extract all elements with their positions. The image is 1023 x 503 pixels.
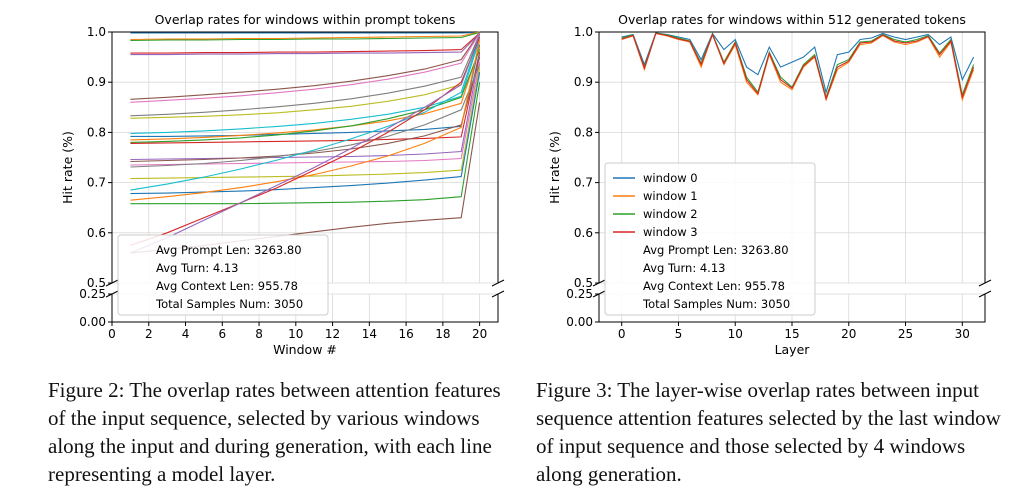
legend-series-label: window 2 bbox=[643, 207, 698, 221]
series-line-8 bbox=[130, 36, 481, 119]
y-tick-label: 0.7 bbox=[87, 176, 106, 190]
main-axes-frame bbox=[111, 31, 499, 283]
series-line-21 bbox=[130, 39, 481, 201]
chart-right: 0 5 10 15 20 25 30 0.00 0.250.5 0.6 0.7 0.8 0.9 1.0 Ov… bbox=[547, 12, 992, 357]
series-line-24 bbox=[130, 34, 481, 254]
series-line-1 bbox=[621, 32, 975, 102]
x-tick-label: 15 bbox=[784, 327, 799, 341]
x-tick-label: 16 bbox=[398, 327, 413, 341]
y-tick-label: 0.8 bbox=[87, 125, 106, 139]
figure-3-caption: Figure 3: The layer-wise overlap rates b… bbox=[536, 378, 1001, 486]
series-line-7 bbox=[130, 33, 481, 117]
figure-2-caption: Figure 2: The overlap rates between atte… bbox=[48, 378, 501, 486]
y-tick-label: 0.00 bbox=[79, 315, 106, 329]
series-line-19 bbox=[130, 36, 481, 191]
y-tick-label: 0.25 bbox=[566, 287, 593, 301]
x-tick-label: 6 bbox=[218, 327, 226, 341]
legend-stat-text: Avg Turn: 4.13 bbox=[643, 261, 725, 275]
axis-break-mark bbox=[491, 279, 505, 287]
x-tick-label: 18 bbox=[435, 327, 450, 341]
x-tick-label: 20 bbox=[472, 327, 487, 341]
x-tick-label: 14 bbox=[362, 327, 377, 341]
legend-box bbox=[604, 162, 816, 316]
series-line-10 bbox=[130, 44, 481, 137]
y-tick-label: 0.6 bbox=[87, 226, 106, 240]
series-line-1 bbox=[130, 31, 480, 41]
x-axis-label: Layer bbox=[775, 342, 811, 357]
x-tick-label: 4 bbox=[182, 327, 190, 341]
series-line-2 bbox=[621, 32, 975, 100]
x-tick-label: 5 bbox=[675, 327, 683, 341]
x-tick-label: 0 bbox=[618, 327, 626, 341]
legend-stat-text: Avg Prompt Len: 3263.80 bbox=[643, 243, 789, 257]
y-tick-label: 0.6 bbox=[574, 226, 593, 240]
series-line-0 bbox=[130, 31, 480, 34]
legend-stat-text: Total Samples Num: 3050 bbox=[155, 297, 303, 311]
y-tick-label: 0.9 bbox=[574, 75, 593, 89]
series-line-17 bbox=[130, 64, 481, 168]
legend-series-label: window 0 bbox=[643, 171, 698, 185]
x-tick-label: 20 bbox=[841, 327, 856, 341]
y-axis-label: Hit rate (%) bbox=[60, 131, 75, 204]
legend-stat-text: Avg Context Len: 955.78 bbox=[643, 279, 785, 293]
x-tick-label: 10 bbox=[288, 327, 303, 341]
y-tick-label: 1.0 bbox=[574, 25, 593, 39]
x-axis-label: Window # bbox=[273, 342, 337, 357]
series-line-5 bbox=[130, 32, 481, 100]
chart-left: 0 2 4 6 8 10 12 14 16 18 20 0.00 0.250.5 0.6 0.7 0.8 0.9… bbox=[60, 12, 505, 357]
series-line-22 bbox=[130, 82, 481, 205]
series-line-11 bbox=[130, 46, 481, 141]
x-tick-label: 0 bbox=[108, 327, 116, 341]
x-tick-label: 2 bbox=[145, 327, 153, 341]
y-tick-label: 0.5 bbox=[574, 276, 593, 290]
main-axes-frame bbox=[598, 31, 986, 283]
series-line-6 bbox=[130, 32, 481, 103]
y-tick-label: 0.00 bbox=[566, 315, 593, 329]
y-axis-label: Hit rate (%) bbox=[547, 131, 562, 204]
y-tick-label: 0.8 bbox=[574, 125, 593, 139]
axis-break-mark bbox=[978, 290, 992, 298]
y-tick-label: 0.5 bbox=[87, 276, 106, 290]
series-line-23 bbox=[130, 36, 481, 246]
lower-axes-frame bbox=[111, 294, 499, 323]
x-tick-label: 12 bbox=[325, 327, 340, 341]
y-tick-label: 0.9 bbox=[87, 75, 106, 89]
legend-box bbox=[117, 234, 329, 316]
series-line-3 bbox=[130, 32, 480, 54]
legend-stat-text: Avg Prompt Len: 3263.80 bbox=[156, 243, 302, 257]
series-line-14 bbox=[130, 54, 481, 161]
series-line-4 bbox=[130, 33, 480, 56]
series-line-9 bbox=[130, 39, 481, 134]
y-tick-label: 1.0 bbox=[87, 25, 106, 39]
axis-break-mark bbox=[978, 279, 992, 287]
axis-break-mark bbox=[491, 290, 505, 298]
legend-stat-text: Avg Context Len: 955.78 bbox=[156, 279, 298, 293]
series-line-3 bbox=[621, 32, 975, 101]
series-line-15 bbox=[130, 56, 481, 163]
x-tick-label: 10 bbox=[728, 327, 743, 341]
y-tick-label: 0.7 bbox=[574, 176, 593, 190]
legend-series-label: window 1 bbox=[643, 189, 698, 203]
series-line-18 bbox=[130, 67, 481, 180]
x-tick-label: 30 bbox=[955, 327, 970, 341]
series-line-2 bbox=[130, 31, 480, 42]
series-line-20 bbox=[130, 72, 481, 195]
y-tick-label: 0.25 bbox=[79, 287, 106, 301]
legend-stat-text: Total Samples Num: 3050 bbox=[642, 297, 790, 311]
x-tick-label: 25 bbox=[898, 327, 913, 341]
legend-series-label: window 3 bbox=[643, 225, 698, 239]
x-tick-label: 8 bbox=[255, 327, 263, 341]
chart-title: Overlap rates for windows within 512 gen… bbox=[618, 12, 966, 27]
series-line-0 bbox=[621, 32, 975, 95]
legend-stat-text: Avg Turn: 4.13 bbox=[156, 261, 238, 275]
chart-title: Overlap rates for windows within prompt … bbox=[155, 12, 456, 27]
